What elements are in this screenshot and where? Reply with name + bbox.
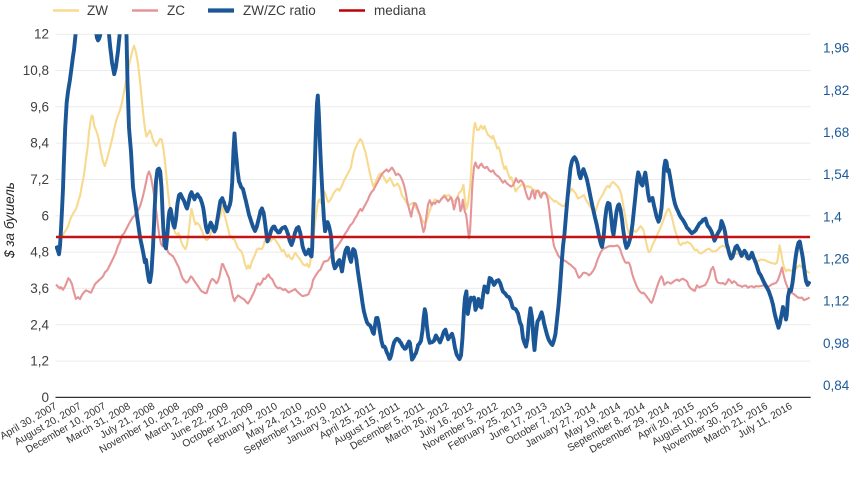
svg-text:mediana: mediana	[374, 3, 426, 18]
svg-text:2,4: 2,4	[30, 317, 49, 332]
svg-text:ZW: ZW	[87, 3, 108, 18]
svg-text:1,2: 1,2	[30, 354, 49, 369]
svg-text:4,8: 4,8	[30, 245, 49, 260]
svg-text:0: 0	[41, 390, 49, 405]
svg-text:$ за бушель: $ за бушель	[2, 182, 17, 259]
svg-text:7,2: 7,2	[30, 172, 49, 187]
svg-text:10,8: 10,8	[23, 63, 49, 78]
svg-text:12: 12	[34, 27, 49, 42]
svg-text:3,6: 3,6	[30, 281, 49, 296]
svg-text:6: 6	[41, 208, 49, 223]
svg-text:ZC: ZC	[167, 3, 185, 18]
svg-text:0,84: 0,84	[823, 378, 850, 393]
svg-text:ZW/ZC ratio: ZW/ZC ratio	[243, 3, 316, 18]
svg-text:1,54: 1,54	[823, 167, 850, 182]
svg-text:0,98: 0,98	[823, 336, 849, 351]
svg-text:9,6: 9,6	[30, 99, 49, 114]
svg-text:1,26: 1,26	[823, 252, 849, 267]
svg-text:1,12: 1,12	[823, 294, 849, 309]
svg-text:8,4: 8,4	[30, 136, 49, 151]
svg-text:1,4: 1,4	[823, 209, 842, 224]
svg-text:1,68: 1,68	[823, 125, 849, 140]
svg-text:1,96: 1,96	[823, 41, 849, 56]
svg-text:1,82: 1,82	[823, 83, 849, 98]
